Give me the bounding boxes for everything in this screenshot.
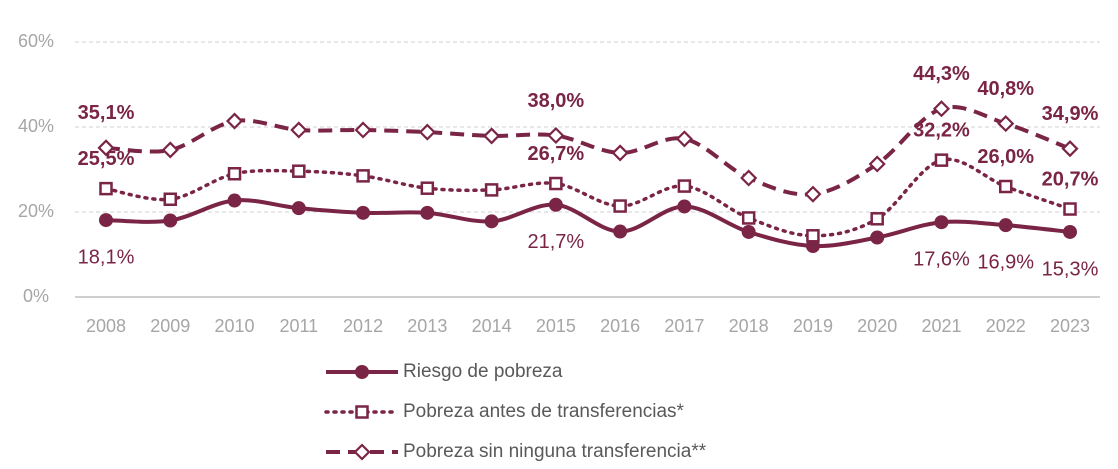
data-point <box>613 224 628 239</box>
x-tick-label: 2015 <box>536 316 576 336</box>
data-label: 16,9% <box>977 251 1034 273</box>
data-point <box>161 141 179 159</box>
data-point <box>292 164 306 178</box>
data-label: 32,2% <box>913 119 970 141</box>
data-point <box>227 193 242 208</box>
x-tick-label: 2016 <box>600 316 640 336</box>
data-label: 40,8% <box>977 78 1034 100</box>
data-point <box>99 213 113 228</box>
data-point <box>97 139 115 157</box>
x-tick-label: 2022 <box>986 316 1026 336</box>
x-tick-label: 2013 <box>407 316 447 336</box>
x-tick-label: 2014 <box>472 316 512 336</box>
legend-marker <box>355 365 369 379</box>
series-line <box>105 105 1071 197</box>
x-tick-label: 2010 <box>215 316 255 336</box>
data-point <box>420 181 435 195</box>
data-point <box>1061 140 1079 158</box>
data-point <box>741 224 756 239</box>
data-point <box>227 167 242 181</box>
data-point <box>997 115 1015 133</box>
data-point <box>483 127 501 145</box>
data-label: 44,3% <box>913 63 970 85</box>
x-tick-label: 2011 <box>279 316 318 336</box>
legend-label: Riesgo de pobreza <box>403 361 563 382</box>
data-label: 25,5% <box>78 148 135 170</box>
data-point <box>870 230 885 245</box>
data-label: 15,3% <box>1042 258 1099 280</box>
data-point <box>548 197 563 212</box>
data-label: 20,7% <box>1042 168 1099 190</box>
data-point <box>932 100 951 118</box>
data-label: 26,0% <box>977 146 1034 168</box>
data-point <box>675 130 693 148</box>
y-tick-label: 0% <box>23 286 49 306</box>
series-line <box>105 198 1071 249</box>
data-label: 34,9% <box>1042 103 1099 125</box>
data-point <box>484 183 499 197</box>
legend-marker <box>353 443 371 461</box>
x-tick-label: 2020 <box>857 316 897 336</box>
data-label: 17,6% <box>913 248 970 270</box>
x-tick-label: 2009 <box>150 316 190 336</box>
data-point <box>870 212 884 226</box>
data-point <box>163 192 178 206</box>
data-point <box>741 211 756 225</box>
data-label: 35,1% <box>78 102 135 124</box>
x-tick-label: 2021 <box>921 316 961 336</box>
data-point <box>868 155 886 173</box>
data-point <box>356 205 371 220</box>
x-tick-label: 2012 <box>343 316 383 336</box>
x-tick-label: 2008 <box>86 316 126 336</box>
data-point <box>354 121 372 139</box>
data-point <box>356 169 370 183</box>
data-point <box>934 153 949 167</box>
data-label: 38,0% <box>528 90 585 112</box>
data-point <box>806 229 820 243</box>
data-point <box>290 121 308 139</box>
data-point <box>677 199 692 214</box>
x-tick-label: 2019 <box>793 316 833 336</box>
data-point <box>547 126 565 145</box>
data-label: 21,7% <box>528 231 585 253</box>
data-point <box>613 199 627 213</box>
legend-label: Pobreza sin ninguna transferencia** <box>403 441 707 462</box>
data-point <box>804 185 822 203</box>
data-point <box>484 214 499 229</box>
data-point <box>1063 224 1077 239</box>
data-label: 26,7% <box>528 143 585 165</box>
data-point <box>163 213 178 228</box>
data-point <box>740 169 758 187</box>
data-point <box>998 179 1013 194</box>
data-point <box>225 112 244 130</box>
data-point <box>998 218 1013 233</box>
data-point <box>549 176 563 191</box>
data-point <box>677 179 692 193</box>
data-label: 18,1% <box>78 246 135 268</box>
y-tick-label: 20% <box>18 201 54 221</box>
legend-marker <box>355 405 369 419</box>
x-tick-label: 2023 <box>1050 316 1090 336</box>
y-tick-label: 40% <box>18 116 54 136</box>
data-point <box>291 201 306 216</box>
x-tick-label: 2017 <box>664 316 704 336</box>
data-point <box>99 181 113 196</box>
data-point <box>934 215 949 230</box>
x-tick-label: 2018 <box>729 316 769 336</box>
data-point <box>420 205 435 220</box>
y-tick-label: 60% <box>18 31 54 51</box>
legend-label: Pobreza antes de transferencias* <box>403 401 685 422</box>
data-point <box>418 123 436 141</box>
series-line <box>104 157 1072 238</box>
data-point <box>611 144 629 162</box>
data-point <box>1063 202 1077 216</box>
